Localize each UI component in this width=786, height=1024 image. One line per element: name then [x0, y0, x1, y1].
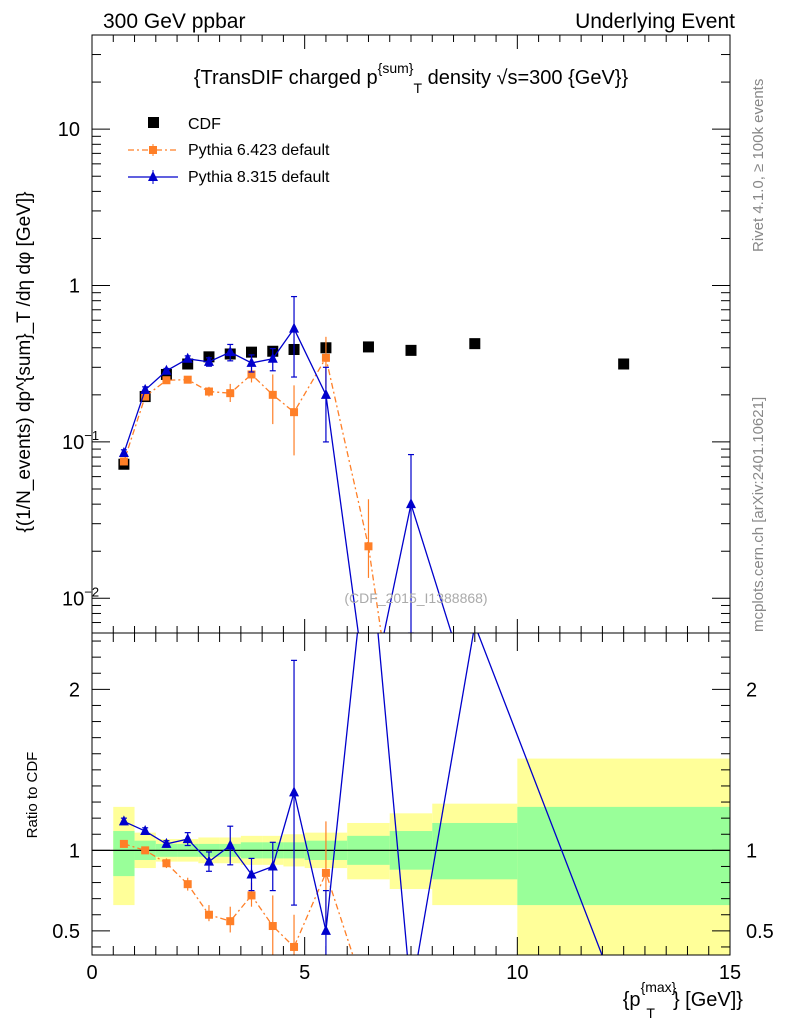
ratio-point-py8 — [118, 815, 129, 826]
main-point-py6 — [226, 389, 235, 398]
main-ylabel: {(1/N_events) dp^{sum}_T /dη dφ [GeV]} — [14, 192, 35, 533]
ratio-point-py8 — [140, 825, 151, 836]
main-point-cdf — [618, 358, 630, 370]
legend-marker-cdf — [148, 117, 159, 128]
main-point-py8 — [225, 346, 236, 357]
main-point-py8 — [203, 355, 214, 366]
header-left: 300 GeV ppbar — [103, 10, 245, 33]
ratio-point-py8 — [203, 855, 214, 866]
ratio-point-py8 — [289, 786, 300, 797]
ratio-point-py8 — [406, 989, 416, 999]
ratio-ylabel: Ratio to CDF — [24, 752, 41, 839]
ratio-point-py6 — [268, 922, 277, 931]
analysis-watermark: (CDF_2015_I1388868) — [344, 590, 487, 606]
ratio-xtick-label: 5 — [299, 962, 310, 984]
ratio-point-py8 — [320, 924, 331, 935]
ratio-line-py8 — [123, 633, 603, 955]
main-point-py6 — [321, 353, 330, 362]
rivet-label: Rivet 4.1.0, ≥ 100k events — [750, 79, 767, 252]
ratio-point-py8 — [161, 837, 172, 848]
ratio-xtick-label: 10 — [506, 962, 528, 984]
ratio-ytick-label-left: 2 — [69, 679, 80, 701]
ratio-point-py6 — [162, 859, 171, 868]
legend-marker-py6 — [149, 146, 157, 154]
main-ytick-labels: 10 1 10−1 10−2 — [58, 119, 99, 610]
header-right: Underlying Event — [575, 10, 735, 33]
main-point-cdf — [469, 338, 481, 350]
legend-label-cdf: CDF — [188, 116, 221, 133]
main-point-py6 — [268, 390, 277, 399]
main-point-py8 — [320, 388, 331, 399]
ratio-band-inner — [432, 822, 518, 880]
main-point-py6 — [290, 408, 299, 417]
main-axis-ticks — [91, 34, 731, 634]
ratio-ytick-label-right: 2 — [746, 679, 757, 701]
ratio-frame — [91, 632, 731, 956]
main-panel: {TransDIF charged p{sum}T density √s=300… — [14, 34, 731, 712]
main-line-py8 — [123, 327, 453, 633]
main-point-cdf — [362, 341, 374, 353]
main-point-cdf — [246, 346, 257, 358]
ratio-point-py8 — [267, 860, 278, 871]
main-point-py8 — [406, 498, 416, 509]
main-point-py8 — [140, 383, 151, 394]
ratio-ytick-label-left: 1 — [69, 840, 80, 862]
ratio-point-py6 — [141, 846, 150, 855]
ratio-ytick-label-right: 0.5 — [746, 921, 774, 943]
main-point-py8 — [246, 356, 257, 367]
ratio-point-py6 — [321, 868, 330, 877]
main-point-py8 — [289, 322, 300, 333]
ratio-xtick-labels: 0 5 10 15 — [86, 962, 741, 984]
main-point-py6 — [183, 375, 192, 384]
main-point-py8 — [267, 352, 278, 363]
ratio-point-py8 — [225, 839, 236, 850]
ratio-ytick-labels: 2 2 1 1 0.5 0.5 — [52, 679, 774, 943]
ratio-bands — [92, 758, 730, 955]
ratio-point-py6 — [119, 839, 128, 848]
main-point-py8 — [363, 702, 373, 712]
ratio-point-py6 — [204, 910, 213, 919]
main-ytick-label: 1 — [69, 276, 80, 298]
main-point-py6 — [141, 392, 150, 401]
mcplots-label: mcplots.cern.ch [arXiv:2401.10621] — [750, 397, 767, 632]
legend-label-py8: Pythia 8.315 default — [188, 169, 330, 186]
ratio-xtick-label: 15 — [719, 962, 741, 984]
ratio-ytick-label-right: 1 — [746, 840, 757, 862]
ratio-point-py6 — [364, 999, 372, 1007]
main-point-py6 — [247, 370, 256, 379]
ratio-band-inner — [517, 806, 730, 906]
ratio-data-layer — [118, 633, 603, 1007]
legend: CDF Pythia 6.423 default Pythia 8.315 de… — [128, 116, 330, 186]
ratio-panel: Ratio to CDF 2 2 1 1 0.5 0.5 0 5 10 15 {p{max} T}… — [24, 632, 774, 1021]
main-title: {TransDIF charged p{sum}T density √s=300… — [194, 60, 629, 96]
ratio-point-py6 — [247, 891, 256, 900]
main-point-py8 — [161, 364, 172, 375]
main-ytick-label: 10−1 — [62, 428, 99, 454]
ratio-ytick-label-left: 0.5 — [52, 921, 80, 943]
main-ytick-label: 10 — [58, 119, 80, 141]
main-point-py6 — [204, 387, 213, 396]
legend-marker-py8 — [148, 171, 158, 181]
ratio-point-py6 — [183, 880, 192, 889]
main-point-cdf — [405, 344, 417, 356]
main-point-py8 — [470, 702, 480, 712]
ratio-point-py6 — [290, 942, 299, 951]
main-ytick-label: 10−2 — [62, 584, 99, 610]
main-point-py6 — [364, 542, 373, 551]
ratio-point-py6 — [226, 917, 235, 926]
ratio-band-inner — [113, 831, 135, 877]
legend-label-py6: Pythia 6.423 default — [188, 142, 330, 159]
main-point-py8 — [118, 446, 129, 457]
main-point-cdf — [182, 358, 194, 370]
ratio-point-py8 — [246, 868, 257, 879]
ratio-point-py8 — [182, 833, 193, 844]
main-data-layer — [118, 295, 630, 712]
main-point-py6 — [119, 457, 128, 466]
main-point-py6 — [162, 376, 171, 385]
ratio-xlabel: {p{max} T} [GeV]} — [623, 979, 744, 1021]
ratio-xtick-label: 0 — [86, 962, 97, 984]
main-point-py8 — [182, 352, 193, 363]
